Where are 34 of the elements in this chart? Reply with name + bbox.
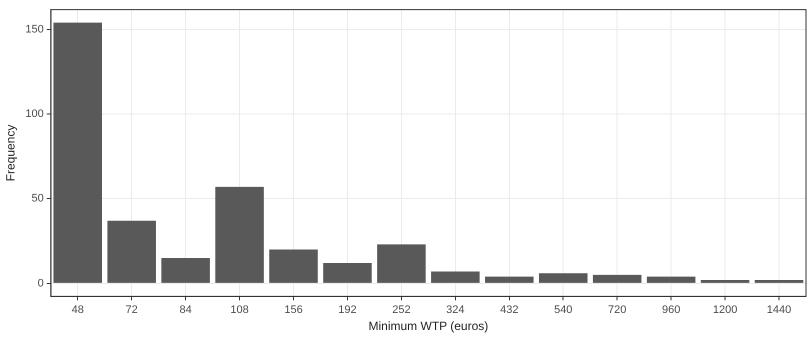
x-tick-label: 156 — [284, 304, 303, 316]
bar — [485, 276, 534, 283]
x-tick-label: 960 — [662, 304, 680, 316]
x-tick-label: 720 — [608, 304, 626, 316]
bar — [592, 274, 642, 283]
y-tick-label: 100 — [25, 108, 44, 120]
x-tick-label: 324 — [446, 304, 465, 316]
x-tick-label: 1200 — [712, 304, 738, 316]
x-tick-label: 72 — [126, 304, 138, 316]
bar — [700, 280, 750, 283]
x-tick-label: 252 — [392, 304, 411, 316]
bar — [538, 273, 588, 283]
bar — [161, 258, 210, 283]
y-tick-label: 50 — [32, 192, 44, 205]
bar — [646, 276, 696, 283]
bar — [754, 280, 804, 283]
x-tick-label: 540 — [554, 304, 572, 316]
bar — [53, 22, 102, 283]
bar — [269, 250, 318, 283]
y-axis-title: Frequency — [4, 124, 18, 182]
x-tick-label: 432 — [500, 304, 518, 316]
x-tick-label: 192 — [338, 304, 357, 316]
bar — [323, 263, 372, 283]
bar — [215, 186, 264, 283]
x-tick-label: 84 — [179, 304, 192, 316]
bar — [107, 220, 156, 283]
x-axis-title: Minimum WTP (euros) — [368, 319, 488, 334]
x-tick-label: 1440 — [766, 304, 792, 316]
y-tick-label: 0 — [38, 277, 44, 290]
y-tick-label: 150 — [25, 23, 44, 36]
x-tick-label: 48 — [72, 304, 84, 316]
bar — [377, 244, 426, 283]
x-tick-label: 108 — [230, 304, 249, 316]
bar — [431, 272, 480, 283]
